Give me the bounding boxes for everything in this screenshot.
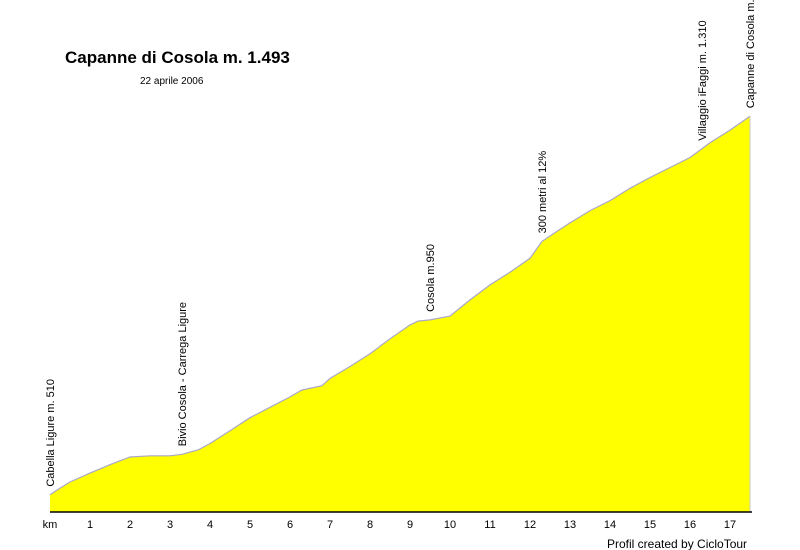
waypoint-label: Bivio Cosola - Carrega Ligure [177, 302, 189, 446]
x-tick-label: 11 [484, 519, 495, 531]
x-tick-label: 17 [724, 519, 736, 531]
x-tick-label: 7 [327, 519, 333, 531]
x-tick-label: 1 [87, 519, 93, 531]
elevation-line [49, 115, 751, 496]
waypoint-label: Capanne di Cosola m. 1.493 [745, 0, 757, 108]
x-tick-label: 5 [247, 519, 253, 531]
x-tick-label: 15 [644, 519, 656, 531]
x-tick-label: 8 [367, 519, 373, 531]
x-tick-label: 10 [444, 519, 456, 531]
waypoint-label: Cabella Ligure m. 510 [45, 379, 57, 487]
waypoint-label: Cosola m.950 [425, 244, 437, 312]
waypoint-label: 300 metri al 12% [537, 151, 549, 234]
x-tick-label: 4 [207, 519, 213, 531]
chart-title: Capanne di Cosola m. 1.493 [65, 48, 290, 67]
x-tick-label: 13 [564, 519, 576, 531]
x-tick-label: 12 [524, 519, 536, 531]
x-tick-label: 2 [127, 519, 133, 531]
waypoint-label: Villaggio iFaggi m. 1.310 [697, 20, 709, 140]
chart-date: 22 aprile 2006 [140, 76, 204, 87]
x-tick-label: 16 [684, 519, 696, 531]
credit-text: Profil created by CicloTour [607, 537, 748, 550]
elevation-area [50, 116, 750, 513]
x-tick-label: 6 [287, 519, 293, 531]
x-tick-label: 9 [407, 519, 413, 531]
x-axis-label: km [43, 519, 58, 531]
x-tick-label: 3 [167, 519, 173, 531]
x-tick-label: 14 [604, 519, 616, 531]
